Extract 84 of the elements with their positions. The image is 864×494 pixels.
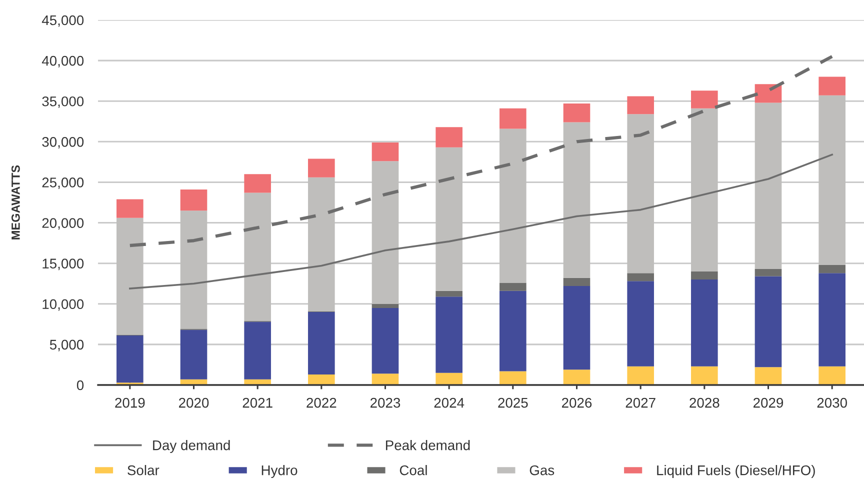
x-tick-label: 2021 — [242, 398, 272, 408]
bar — [308, 374, 335, 385]
bar — [691, 271, 718, 280]
x-tick-label: 2025 — [498, 398, 528, 408]
bar — [436, 147, 462, 291]
bar — [691, 90, 718, 108]
bar — [500, 371, 526, 385]
x-tick-label: 2029 — [754, 398, 784, 408]
line-series — [129, 154, 833, 290]
bar — [500, 290, 526, 372]
y-tick-label: 45,000 — [42, 15, 84, 27]
bar — [563, 278, 590, 286]
bar — [244, 192, 271, 321]
x-tick-label: 2020 — [179, 398, 209, 408]
y-tick-label: 35,000 — [42, 96, 84, 108]
bar — [308, 158, 335, 178]
bar — [754, 367, 782, 385]
bar — [180, 330, 208, 380]
bar — [308, 177, 335, 312]
x-tick-label: 2019 — [115, 398, 145, 408]
bar — [372, 304, 399, 308]
bar — [500, 128, 526, 283]
x-tick-label: 2027 — [626, 398, 656, 408]
bar — [244, 174, 271, 193]
bar — [372, 374, 399, 385]
line-series — [128, 54, 834, 248]
legend-label: Gas — [530, 465, 554, 476]
legend-label: Liquid Fuels (Diesel/HFO) — [657, 465, 815, 478]
bar — [818, 95, 846, 265]
legend-label: Day demand — [153, 440, 230, 453]
bar — [436, 372, 462, 385]
x-tick-label: 2030 — [817, 398, 847, 408]
bar — [818, 273, 846, 366]
bar — [372, 161, 399, 304]
bar — [116, 336, 144, 383]
x-tick-label: 2028 — [690, 398, 720, 408]
y-tick-label: 15,000 — [42, 258, 84, 270]
legend-label: Hydro — [262, 465, 298, 478]
bar — [436, 296, 462, 373]
bar — [500, 108, 526, 129]
y-tick-label: 30,000 — [42, 137, 84, 148]
bar — [500, 282, 526, 291]
bar — [563, 370, 590, 385]
y-tick-label: 5,000 — [50, 340, 84, 352]
x-tick-label: 2026 — [562, 398, 592, 408]
bar — [436, 127, 462, 148]
bar — [754, 269, 782, 276]
bar — [372, 142, 399, 162]
bar — [627, 366, 654, 385]
bar — [180, 210, 208, 330]
x-tick-label: 2024 — [434, 398, 464, 408]
bar — [563, 104, 590, 122]
bar — [308, 312, 335, 374]
bar — [372, 308, 399, 374]
bar — [563, 122, 590, 278]
legend-label: Solar — [128, 465, 160, 476]
bar — [627, 96, 654, 114]
y-tick-label: 40,000 — [42, 56, 84, 68]
legend-label: Peak demand — [386, 440, 470, 450]
y-tick-label: 0 — [76, 380, 84, 390]
y-tick-label: 10,000 — [42, 299, 84, 311]
x-tick-label: 2023 — [370, 398, 400, 408]
y-axis-title: MEGAWATTS — [11, 165, 20, 240]
bar — [436, 290, 462, 297]
bar — [180, 190, 208, 211]
bar — [627, 114, 654, 274]
y-tick-label: 20,000 — [42, 218, 84, 230]
bar — [754, 276, 782, 368]
x-tick-label: 2022 — [306, 398, 336, 408]
bar — [116, 199, 144, 218]
bar — [818, 366, 846, 385]
bar — [691, 366, 718, 385]
bar — [818, 76, 846, 96]
bar — [563, 286, 590, 370]
legend-label: Coal — [400, 465, 427, 476]
y-tick-label: 25,000 — [42, 178, 84, 190]
bar — [691, 108, 718, 272]
bar — [818, 264, 846, 274]
bar — [754, 102, 782, 270]
bar — [116, 218, 144, 335]
bar — [627, 281, 654, 366]
bar — [691, 280, 718, 366]
bar — [244, 322, 271, 380]
bar — [627, 273, 654, 282]
